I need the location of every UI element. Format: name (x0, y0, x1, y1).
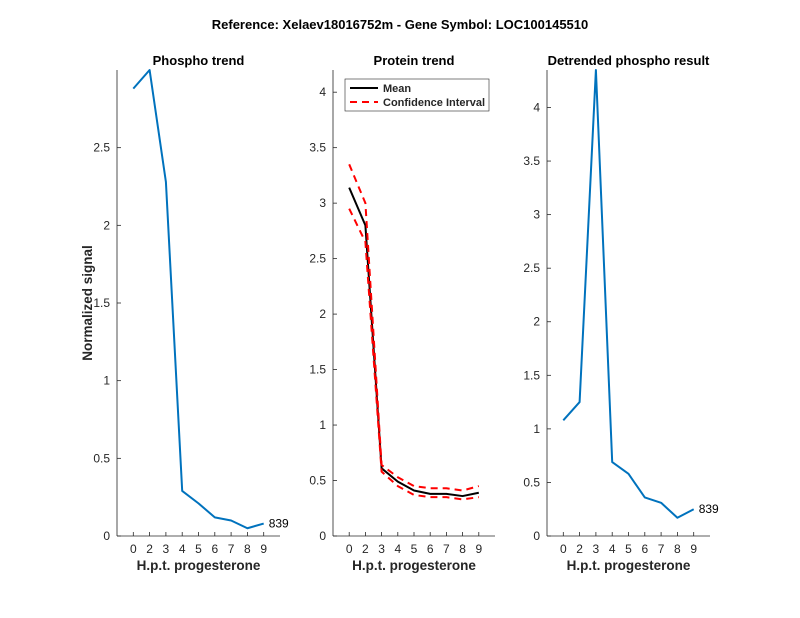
y-tick-label: 1.5 (523, 368, 540, 382)
y-tick-label: 4 (533, 100, 540, 114)
y-tick-label: 0.5 (309, 474, 326, 488)
x-tick-label: 3 (593, 542, 600, 556)
x-tick-label: 8 (674, 542, 681, 556)
x-tick-label: 8 (459, 542, 466, 556)
series-line-detrended (562, 69, 695, 519)
y-tick-label: 1.5 (309, 363, 326, 377)
x-axis-label: H.p.t. progesterone (137, 558, 261, 573)
legend-box (344, 78, 490, 112)
legend: Mean Confidence Interval (344, 78, 490, 112)
y-tick-label: 2 (103, 218, 110, 232)
x-tick-label: 5 (625, 542, 632, 556)
y-tick-label: 3.5 (309, 141, 326, 155)
legend-entry-ci: Confidence Interval (383, 97, 485, 109)
figure-title: Reference: Xelaev18016752m - Gene Symbol… (212, 17, 589, 32)
series-line-ci-upper (348, 163, 480, 492)
x-tick-label: 3 (163, 542, 170, 556)
y-tick-label: 0 (533, 529, 540, 543)
x-tick-label: 2 (576, 542, 583, 556)
y-axis-label: Normalized signal (80, 245, 95, 361)
x-tick-label: 6 (427, 542, 434, 556)
x-tick-label: 3 (378, 542, 385, 556)
subplot-title: Detrended phospho result (548, 53, 710, 68)
y-tick-label: 2.5 (93, 141, 110, 155)
legend-entry-mean: Mean (383, 83, 411, 95)
x-tick-label: 7 (228, 542, 235, 556)
x-tick-label: 9 (260, 542, 267, 556)
x-tick-label: 2 (146, 542, 153, 556)
y-tick-label: 1 (103, 374, 110, 388)
x-tick-label: 7 (658, 542, 665, 556)
subplot-title: Phospho trend (153, 53, 245, 68)
y-tick-label: 0 (103, 529, 110, 543)
x-tick-label: 7 (443, 542, 450, 556)
y-tick-label: 0.5 (523, 475, 540, 489)
series-line-phospho (132, 69, 264, 530)
y-tick-label: 2.5 (309, 252, 326, 266)
y-tick-label: 1 (533, 422, 540, 436)
x-tick-label: 4 (179, 542, 186, 556)
x-tick-label: 0 (130, 542, 137, 556)
x-tick-label: 4 (609, 542, 616, 556)
subplot-title: Protein trend (374, 53, 455, 68)
y-tick-label: 2 (319, 307, 326, 321)
x-axis-label: H.p.t. progesterone (567, 558, 691, 573)
x-tick-label: 0 (560, 542, 567, 556)
x-tick-label: 4 (394, 542, 401, 556)
x-tick-label: 2 (362, 542, 369, 556)
y-tick-label: 0.5 (93, 451, 110, 465)
x-tick-label: 6 (211, 542, 218, 556)
x-tick-label: 0 (346, 542, 353, 556)
y-tick-label: 1 (319, 418, 326, 432)
y-tick-label: 3.5 (523, 154, 540, 168)
y-tick-label: 2 (533, 315, 540, 329)
x-tick-label: 5 (195, 542, 202, 556)
point-annotation: 839 (699, 502, 719, 516)
y-tick-label: 0 (319, 529, 326, 543)
x-tick-label: 5 (411, 542, 418, 556)
series-line-ci-lower (348, 208, 479, 501)
y-tick-label: 1.5 (93, 296, 110, 310)
x-tick-label: 9 (690, 542, 697, 556)
y-tick-label: 3 (319, 196, 326, 210)
y-tick-label: 3 (533, 208, 540, 222)
y-tick-label: 2.5 (523, 261, 540, 275)
x-tick-label: 6 (641, 542, 648, 556)
y-tick-label: 4 (319, 85, 326, 99)
x-tick-label: 9 (475, 542, 482, 556)
series-line-mean (348, 187, 480, 498)
x-tick-label: 8 (244, 542, 251, 556)
point-annotation: 839 (269, 517, 289, 531)
x-axis-label: H.p.t. progesterone (352, 558, 476, 573)
